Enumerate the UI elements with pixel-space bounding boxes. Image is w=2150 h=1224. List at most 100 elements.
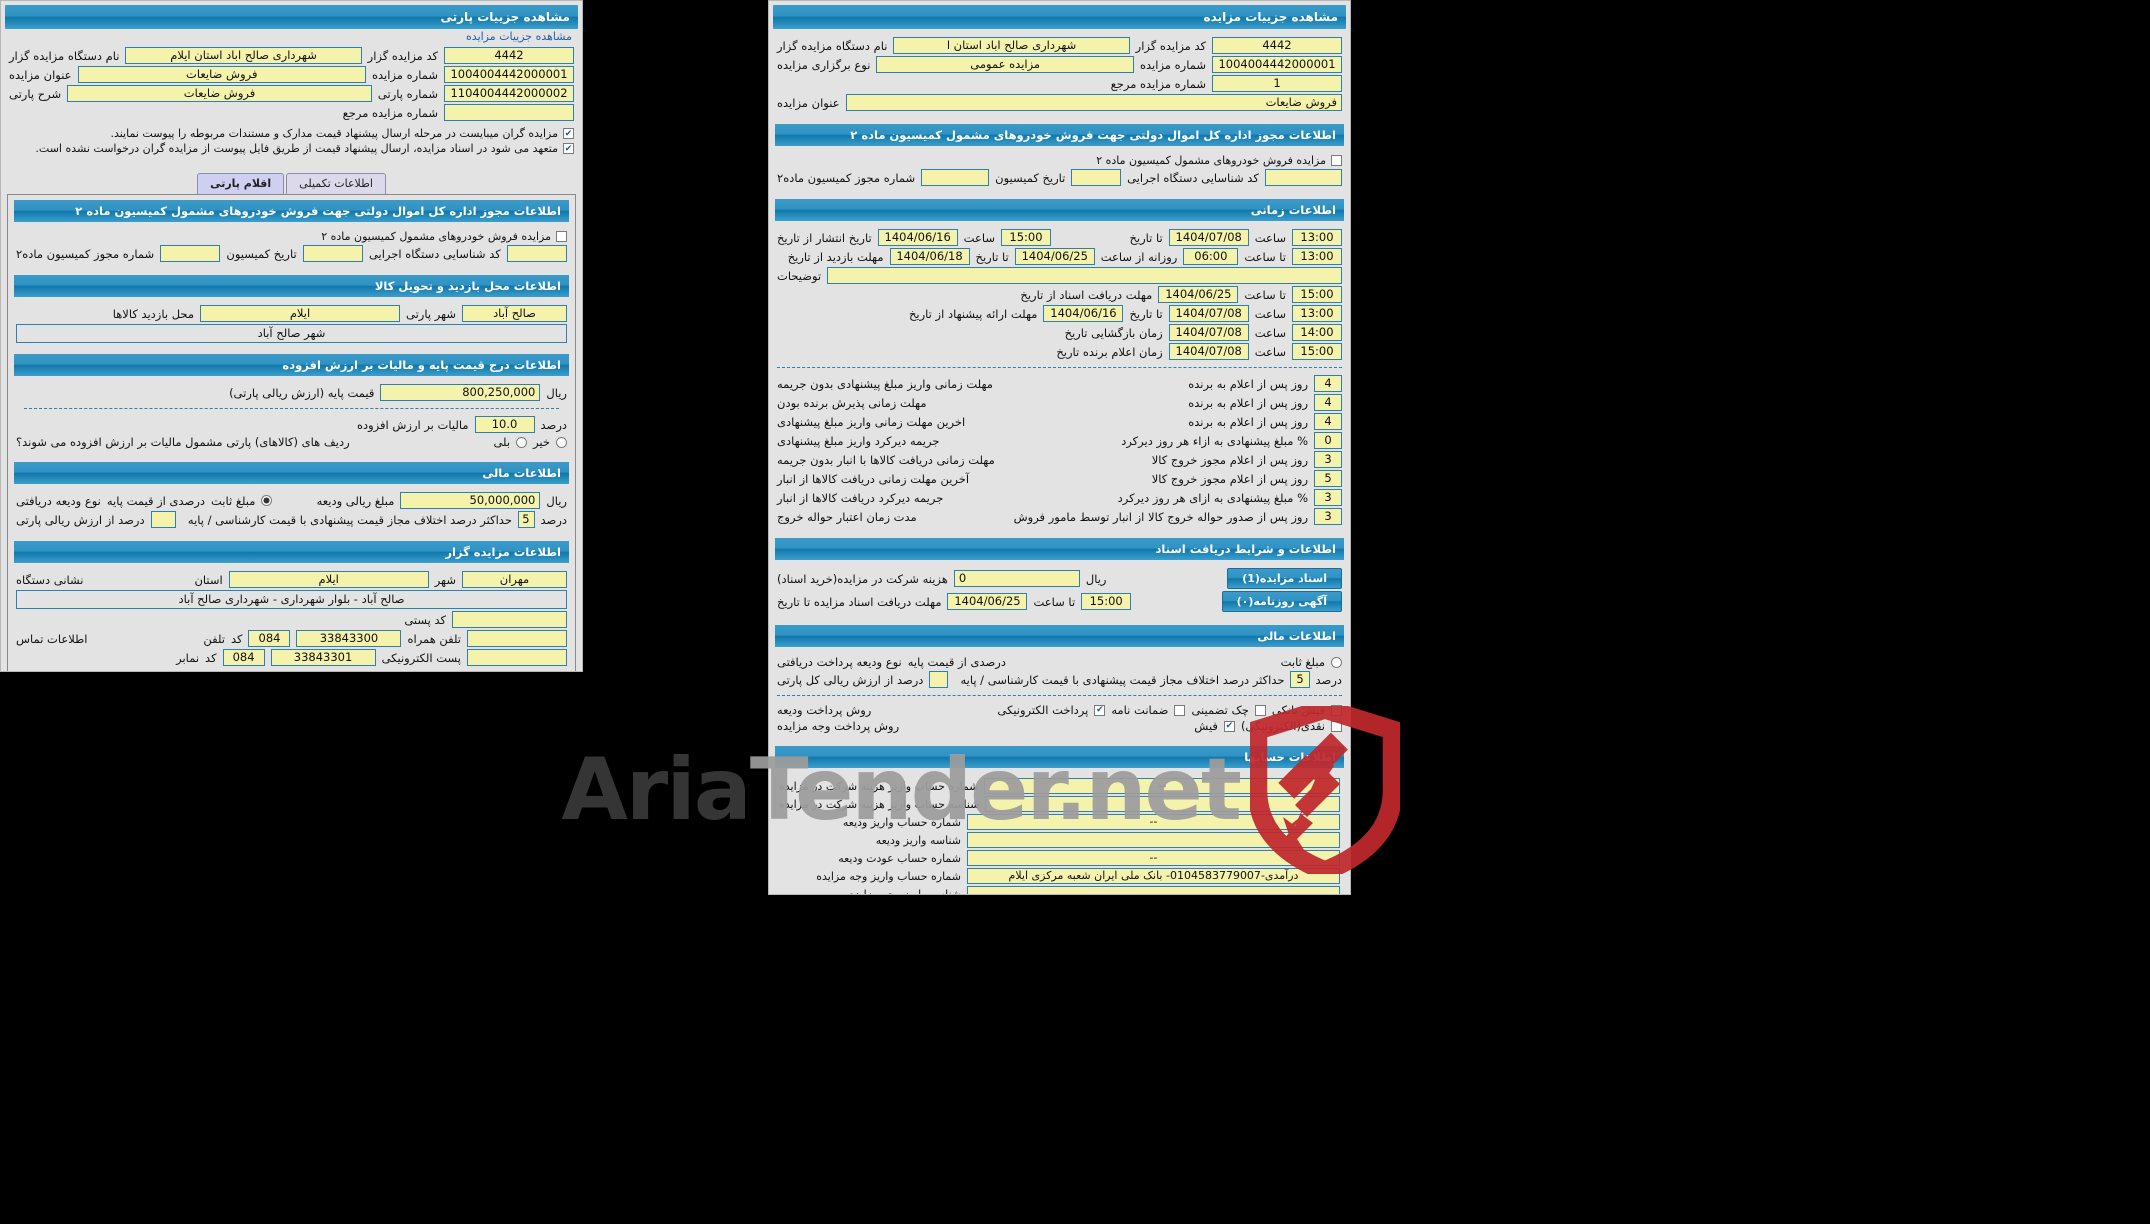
r-permit-exec-code-field[interactable] xyxy=(1264,169,1342,186)
opening-date[interactable]: 1404/07/08 xyxy=(1168,324,1249,341)
rule-6-value[interactable]: 3 xyxy=(1314,489,1342,506)
visit-end-date[interactable]: 1404/06/25 xyxy=(1014,248,1095,265)
rule-0-value[interactable]: 4 xyxy=(1314,375,1342,392)
rule-2-value[interactable]: 4 xyxy=(1314,413,1342,430)
view-auction-details-link[interactable]: مشاهده جزییات مزایده xyxy=(466,30,572,43)
winner-date[interactable]: 1404/07/08 xyxy=(1168,343,1249,360)
account-5-value[interactable]: درآمدی-0104583779007- بانک ملی ایران شعب… xyxy=(967,868,1340,884)
vat-option-yes-radio[interactable] xyxy=(516,436,528,448)
r-permit-commission-date-field[interactable] xyxy=(1071,169,1122,186)
tab-party-items[interactable]: اقلام پارتی xyxy=(197,173,285,194)
vat-field[interactable]: 10.0 xyxy=(474,416,535,433)
account-3-value[interactable] xyxy=(967,832,1340,848)
base-price-field[interactable]: 800,250,000 xyxy=(380,384,541,401)
org-city-field[interactable]: مهران xyxy=(462,571,567,588)
max-diff-field[interactable]: 5 xyxy=(517,511,535,528)
docs-deadline-date-2[interactable]: 1404/06/25 xyxy=(947,593,1028,610)
docs-deadline-time-2[interactable]: 15:00 xyxy=(1081,593,1132,610)
deposit-method-guaranteed-check-checkbox[interactable] xyxy=(1254,704,1266,716)
org-section-body: مهران شهر ایلام استان نشانی دستگاه صالح … xyxy=(8,567,575,671)
permit-checkbox-row[interactable]: مزایده فروش خودروهای مشمول کمیسیون ماده … xyxy=(16,230,567,243)
org-province-field[interactable]: ایلام xyxy=(228,571,429,588)
visit-start-time[interactable]: 06:00 xyxy=(1183,248,1239,265)
winner-time[interactable]: 15:00 xyxy=(1292,343,1342,360)
bid-deadline-time2[interactable]: 13:00 xyxy=(1292,305,1342,322)
payment-methods-row: نقدی(الکترونیکی) فیش روش پرداخت وجه مزای… xyxy=(777,719,1342,733)
percent-of-value-field[interactable] xyxy=(150,511,176,528)
deposit-method-guarantee-checkbox[interactable] xyxy=(1174,704,1186,716)
r-permit-no-field[interactable] xyxy=(921,169,990,186)
rule-5-value[interactable]: 5 xyxy=(1314,470,1342,487)
org-tel-field[interactable]: 33843300 xyxy=(296,630,402,647)
rule-1-value[interactable]: 4 xyxy=(1314,394,1342,411)
account-0-value[interactable]: -- xyxy=(984,778,1340,794)
party-desc-field[interactable]: فروش ضایعات xyxy=(67,85,372,102)
visit-start-date[interactable]: 1404/06/18 xyxy=(889,248,970,265)
visit-city-field[interactable]: صالح آباد xyxy=(462,305,567,322)
permit-commission-date-field[interactable] xyxy=(302,245,363,262)
rule-7-value[interactable]: 3 xyxy=(1314,508,1342,525)
auction-org-field[interactable]: شهرداری صالح اباد استان ا xyxy=(893,37,1130,54)
r-max-diff-field[interactable]: 5 xyxy=(1290,671,1310,688)
docs-deadline-time[interactable]: 15:00 xyxy=(1292,286,1342,303)
publish-start-time[interactable]: 15:00 xyxy=(1000,229,1051,246)
auction-docs-button[interactable]: اسناد مزایده(1) xyxy=(1227,568,1342,589)
auction-title-field[interactable]: فروش ضایعات xyxy=(77,66,366,83)
docs-deadline-date[interactable]: 1404/06/25 xyxy=(1158,286,1239,303)
visit-province-field[interactable]: ایلام xyxy=(200,305,401,322)
publish-end-time[interactable]: 13:00 xyxy=(1292,229,1342,246)
permit-checkbox-icon[interactable] xyxy=(556,231,567,242)
ref-no-field[interactable] xyxy=(444,104,574,121)
visit-end-time[interactable]: 13:00 xyxy=(1292,248,1342,265)
org-tel-code-field[interactable]: 084 xyxy=(248,630,291,647)
auction-head-row-3: 1 شماره مزایده مرجع xyxy=(777,75,1342,92)
auction-code-field[interactable]: 4442 xyxy=(1212,37,1342,54)
r-deposit-fixed-radio[interactable] xyxy=(1331,656,1342,668)
auction-number-field[interactable]: 1004004442000001 xyxy=(1212,56,1342,73)
org-email-field[interactable] xyxy=(467,649,567,666)
rule-4-value[interactable]: 3 xyxy=(1314,451,1342,468)
party-no-field[interactable]: 1104004442000002 xyxy=(444,85,574,102)
publish-end-date[interactable]: 1404/07/08 xyxy=(1168,229,1249,246)
r-permit-checkbox-icon[interactable] xyxy=(1331,155,1342,166)
r-percent-value-field[interactable] xyxy=(929,671,949,688)
bid-deadline-enddate[interactable]: 1404/07/08 xyxy=(1168,305,1249,322)
account-6-value[interactable] xyxy=(967,886,1340,894)
org-postal-field[interactable] xyxy=(452,611,567,628)
deposit-method-electronic-checkbox[interactable] xyxy=(1094,704,1106,716)
party-top-fields: 4442 کد مزایده گزار شهرداری صالح اباد اس… xyxy=(1,43,582,163)
deposit-fixed-radio[interactable] xyxy=(261,495,273,506)
deposit-method-bank-receipt-checkbox[interactable] xyxy=(1331,704,1342,716)
opening-time[interactable]: 14:00 xyxy=(1292,324,1342,341)
account-1-value[interactable] xyxy=(985,796,1340,812)
account-4-value[interactable]: -- xyxy=(967,850,1340,866)
time-desc-field[interactable] xyxy=(827,267,1342,284)
rule-3-value[interactable]: 0 xyxy=(1314,432,1342,449)
auction-details-panel: مشاهده جزییات مزایده 4442 کد مزایده گزار… xyxy=(768,0,1351,895)
account-2-value[interactable]: -- xyxy=(967,814,1340,830)
party-panel-title: مشاهده جزییات پارتی xyxy=(440,10,571,24)
r-permit-section-header: اطلاعات مجوز اداره کل اموال دولتی جهت فر… xyxy=(775,124,1344,146)
r-permit-checkbox-row[interactable]: مزایده فروش خودروهای مشمول کمیسیون ماده … xyxy=(777,154,1342,167)
payment-method-receipt-checkbox[interactable] xyxy=(1223,720,1235,732)
org-mobile-field[interactable] xyxy=(467,630,567,647)
payment-method-cash-checkbox[interactable] xyxy=(1331,720,1342,732)
bid-deadline-startdate[interactable]: 1404/06/16 xyxy=(1043,305,1124,322)
publish-start-date[interactable]: 1404/06/16 xyxy=(877,229,958,246)
auction-title-value-field[interactable]: فروش ضایعات xyxy=(845,94,1342,111)
docs-fee-field[interactable]: 0 xyxy=(953,570,1080,587)
auction-head-row-4: فروش ضایعات عنوان مزایده xyxy=(777,94,1342,111)
auction-ref-field[interactable]: 1 xyxy=(1212,75,1342,92)
auction-no-field[interactable]: 1004004442000001 xyxy=(444,66,574,83)
org-field[interactable]: شهرداری صالح اباد استان ایلام xyxy=(125,47,362,64)
permit-no-field[interactable] xyxy=(160,245,221,262)
tab-supplementary-info[interactable]: اطلاعات تکمیلی xyxy=(286,173,386,194)
code-field[interactable]: 4442 xyxy=(444,47,574,64)
org-fax-field[interactable]: 33843301 xyxy=(270,649,376,666)
newspaper-ad-button[interactable]: آگهی روزنامه(۰) xyxy=(1221,591,1342,612)
vat-option-no-radio[interactable] xyxy=(556,436,567,448)
auction-type-field[interactable]: مزایده عمومی xyxy=(876,56,1134,73)
deposit-amount-field[interactable]: 50,000,000 xyxy=(400,492,541,509)
org-fax-code-field[interactable]: 084 xyxy=(222,649,265,666)
permit-exec-code-field[interactable] xyxy=(506,245,567,262)
